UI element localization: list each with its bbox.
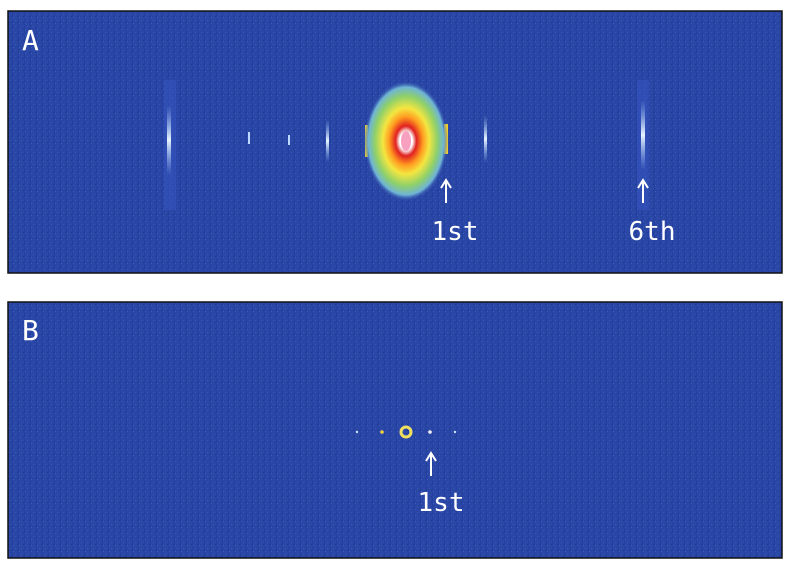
figure: A 1st 6th B 1st xyxy=(0,0,786,561)
streak xyxy=(288,135,290,145)
reflection xyxy=(356,431,358,433)
annotation: 1st xyxy=(418,488,465,518)
panel-b: B 1st xyxy=(8,302,782,558)
panel-b-image xyxy=(8,302,782,558)
streak xyxy=(167,105,171,175)
panel-label: A xyxy=(22,24,39,57)
annotation: 1st xyxy=(432,217,479,247)
page: A 1st 6th B 1st (() => { const data = JS… xyxy=(0,0,786,561)
streak xyxy=(248,132,250,144)
reflection xyxy=(454,431,456,433)
reflection xyxy=(428,430,432,434)
reflection xyxy=(380,430,384,434)
panel-label: B xyxy=(22,314,39,347)
annotation: 6th xyxy=(629,217,676,247)
streak xyxy=(641,100,645,170)
beam-stop xyxy=(401,131,411,151)
streak xyxy=(484,115,487,163)
panel-a: A 1st 6th xyxy=(8,11,782,273)
streak xyxy=(326,120,329,162)
